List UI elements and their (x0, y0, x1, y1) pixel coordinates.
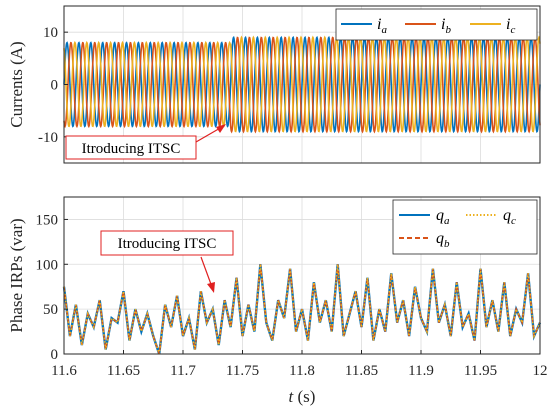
y-tick-label: 10 (43, 25, 58, 41)
series-line-ic (63, 35, 541, 133)
legend-label-qb: qb (436, 230, 450, 250)
x-tick-label: 11.95 (464, 363, 497, 379)
x-tick-label: 11.85 (345, 363, 378, 379)
x-tick-label: 11.6 (51, 363, 77, 379)
y-tick-label: 0 (51, 78, 59, 94)
currents-annotation-arrowhead (216, 124, 226, 133)
irp-annotation-arrowhead (207, 282, 215, 293)
x-tick-label: 11.7 (170, 363, 196, 379)
currents-annotation-box (65, 135, 197, 160)
irp-x-ticks: 11.6 11.65 11.7 11.75 11.8 11.85 11.9 11.95 12 (51, 350, 548, 379)
irp-y-axis-label: Phase IRPs (var) (7, 218, 26, 332)
currents-series (63, 35, 541, 134)
series-line-ib (63, 36, 541, 134)
irp-y-ticks: 0 50 100 150 (36, 212, 68, 363)
x-tick-label: 11.8 (289, 363, 315, 379)
irp-annotation: Itroducing ITSC (100, 230, 234, 293)
x-tick-label: 11.9 (408, 363, 434, 379)
irp-legend: qa qc qb (392, 199, 538, 255)
series-line-ia (63, 35, 541, 134)
x-tick-label: 12 (533, 363, 548, 379)
currents-annotation: Itroducing ITSC (65, 124, 226, 160)
x-tick-label: 11.65 (107, 363, 140, 379)
y-tick-label: -10 (38, 130, 58, 146)
legend-label-ic: ic (506, 16, 515, 36)
irp-series (62, 264, 542, 355)
legend-label-ib: ib (441, 16, 451, 36)
y-tick-label: 150 (36, 212, 59, 228)
currents-y-axis-label: Currents (A) (7, 41, 26, 127)
currents-annotation-text: Itroducing ITSC (82, 141, 181, 157)
irp-annotation-arrow (200, 256, 213, 288)
y-tick-label: 0 (51, 347, 59, 363)
y-tick-label: 50 (43, 302, 58, 318)
y-tick-label: 100 (36, 257, 59, 273)
legend-label-qa: qa (436, 207, 450, 227)
irp-x-axis-label: t (s) (289, 387, 316, 406)
irp-annotation-box (100, 230, 234, 256)
legend-label-qc: qc (503, 207, 516, 227)
legend-label-ia: ia (377, 16, 387, 36)
currents-y-ticks: -10 0 10 (38, 25, 68, 146)
x-tick-label: 11.75 (226, 363, 259, 379)
currents-panel: -10 0 10 Currents (A) ia ib ic Itroducing … (7, 5, 541, 164)
currents-legend: ia ib ic (335, 8, 538, 41)
series-line-qc (63, 264, 541, 355)
irp-annotation-text: Itroducing ITSC (118, 236, 217, 252)
